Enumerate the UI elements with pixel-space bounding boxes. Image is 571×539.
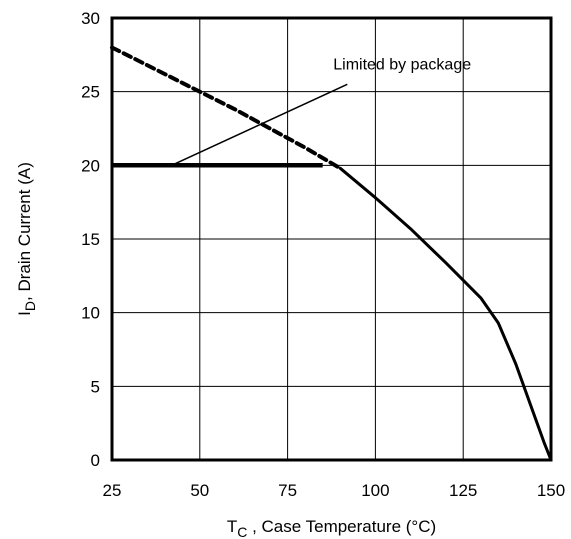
series-line-0 <box>110 45 343 171</box>
y-tick-label-0: 0 <box>91 451 100 470</box>
x-tick-label-100: 100 <box>361 481 389 500</box>
series-line-2 <box>338 166 553 462</box>
grid <box>112 18 551 460</box>
x-axis-label-main: T <box>227 517 237 536</box>
x-axis-label: TC , Case Temperature (°C) <box>227 517 436 539</box>
x-axis-label-sub: C <box>237 524 247 539</box>
x-tick-label-25: 25 <box>103 481 122 500</box>
plot-frame <box>110 16 553 462</box>
y-axis-label: ID, Drain Current (A) <box>15 162 38 316</box>
y-tick-label-5: 5 <box>91 377 100 396</box>
annotation-leader-0 <box>171 83 348 167</box>
y-axis-label-main: I <box>15 311 34 316</box>
y-tick-label-20: 20 <box>81 156 100 175</box>
annotation-text-0: Limited by package <box>333 57 471 74</box>
y-tick-label-30: 30 <box>81 9 100 28</box>
series-group <box>110 45 553 462</box>
annotations: Limited by package <box>171 57 471 167</box>
x-tick-label-75: 75 <box>278 481 297 500</box>
y-axis-label-sub: D <box>22 301 38 311</box>
x-axis-label-rest: , Case Temperature (°C) <box>247 517 436 536</box>
x-tick-label-125: 125 <box>449 481 477 500</box>
y-tick-label-10: 10 <box>81 304 100 323</box>
tick-labels: 25 50 75 100 125 150 0 5 10 15 20 25 30 <box>81 9 565 500</box>
x-tick-label-50: 50 <box>190 481 209 500</box>
y-tick-label-25: 25 <box>81 83 100 102</box>
x-tick-label-150: 150 <box>537 481 565 500</box>
y-axis-label-rest: , Drain Current (A) <box>15 162 34 301</box>
y-tick-label-15: 15 <box>81 230 100 249</box>
